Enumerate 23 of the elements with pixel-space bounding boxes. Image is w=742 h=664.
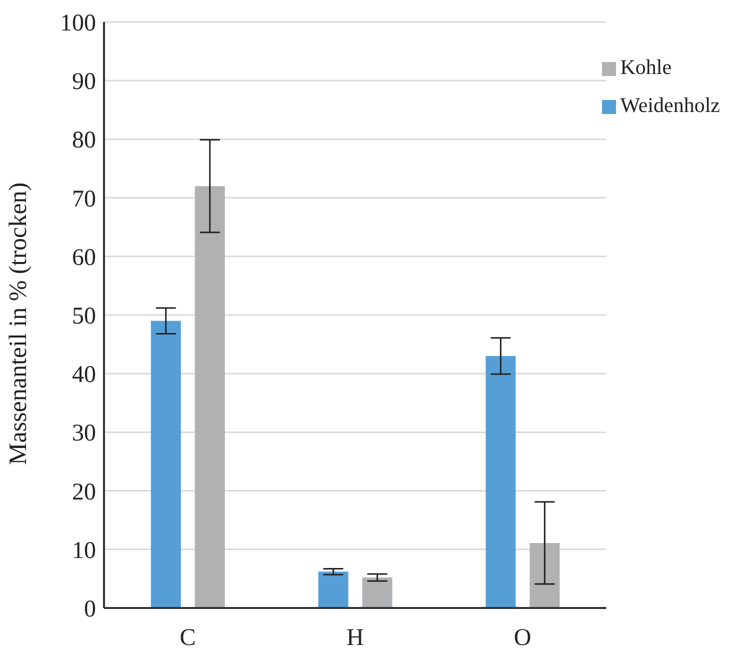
y-tick-label: 70 bbox=[72, 186, 96, 212]
bar bbox=[362, 578, 392, 608]
y-tick-label: 50 bbox=[72, 304, 96, 330]
x-tick-label: C bbox=[180, 625, 196, 652]
legend-label: Weidenholz bbox=[620, 93, 720, 117]
x-tick-label: O bbox=[514, 625, 532, 652]
legend-label: Kohle bbox=[620, 55, 672, 79]
y-tick-label: 80 bbox=[72, 128, 96, 154]
bar bbox=[318, 572, 348, 608]
y-tick-label: 90 bbox=[72, 69, 96, 96]
y-tick-label: 0 bbox=[84, 596, 96, 623]
x-tick-label: H bbox=[346, 625, 364, 652]
y-tick-label: 40 bbox=[72, 362, 96, 388]
y-tick-label: 60 bbox=[72, 244, 96, 271]
y-tick-label: 10 bbox=[72, 538, 96, 564]
bar bbox=[530, 542, 560, 608]
y-tick-label: 100 bbox=[60, 10, 96, 37]
bar bbox=[486, 356, 516, 608]
y-tick-label: 30 bbox=[72, 420, 96, 447]
bar bbox=[194, 186, 225, 608]
y-axis-title: Massenanteil in % (trocken) bbox=[4, 182, 32, 465]
y-tick-label: 20 bbox=[72, 479, 96, 506]
bar bbox=[150, 320, 181, 608]
